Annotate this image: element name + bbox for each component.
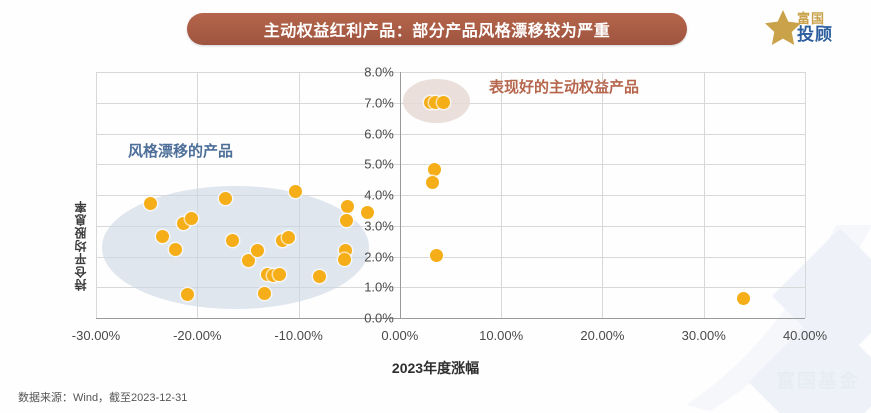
y-axis-tick-label: 6.0% xyxy=(364,126,394,141)
x-axis-tick-label: 40.00% xyxy=(782,328,828,343)
logo-text: 富国 投顾 xyxy=(797,12,833,43)
y-axis-tick-label: 1.0% xyxy=(364,279,394,295)
data-point xyxy=(425,175,439,189)
data-point xyxy=(337,253,351,267)
watermark-brand-text: 富国基金 xyxy=(776,371,861,392)
data-point xyxy=(339,213,353,227)
page-title-text: 主动权益红利产品：部分产品风格漂移较为严重 xyxy=(263,23,611,40)
gridline-horizontal xyxy=(96,287,805,289)
data-point xyxy=(257,286,271,300)
y-axis-title: 持仓平均股息率 xyxy=(74,200,88,291)
x-axis-tick-label: 0.00% xyxy=(381,328,419,343)
x-axis-title: 2023年度涨幅 xyxy=(391,360,480,376)
data-point xyxy=(250,244,264,258)
annotation-good-performers: 表现好的主动权益产品 xyxy=(489,79,640,96)
data-point xyxy=(168,242,182,256)
gridline-vertical xyxy=(501,72,503,318)
star-icon xyxy=(763,7,803,47)
source-note: 数据来源：Wind，截至2023-12-31 xyxy=(18,392,188,404)
y-axis-tick-label: 8.0% xyxy=(364,64,394,80)
y-axis-tick-label: 7.0% xyxy=(364,95,394,111)
gridline-horizontal xyxy=(96,164,805,166)
data-point xyxy=(156,230,170,244)
data-point xyxy=(144,197,158,211)
gridline-horizontal xyxy=(96,72,805,73)
logo-text-line1: 富国 xyxy=(797,10,826,26)
data-point xyxy=(340,200,354,214)
gridline-horizontal xyxy=(96,195,805,196)
logo-text-line2: 投顾 xyxy=(797,24,833,44)
gridline-vertical xyxy=(602,72,604,318)
data-point xyxy=(184,212,198,226)
highlight-region-style-drift xyxy=(102,185,370,309)
data-point xyxy=(289,185,303,199)
data-point xyxy=(219,192,233,206)
data-point xyxy=(736,291,750,305)
gridline-vertical xyxy=(703,72,705,318)
x-axis-line xyxy=(96,318,805,319)
brand-logo: 富国 投顾 xyxy=(763,4,859,50)
data-point xyxy=(427,163,441,177)
page-title: 主动权益红利产品：部分产品风格漂移较为严重 xyxy=(187,13,687,45)
annotation-style-drift: 风格漂移的产品 xyxy=(128,143,234,160)
data-point xyxy=(360,206,374,220)
plot-area xyxy=(96,72,806,319)
data-point xyxy=(281,230,295,244)
y-axis-tick-label: 4.0% xyxy=(364,187,394,203)
x-axis-tick-label: 20.00% xyxy=(580,328,625,343)
y-axis-line xyxy=(399,72,401,318)
y-axis-tick-label: 3.0% xyxy=(364,218,394,234)
x-axis-tick-label: -10.00% xyxy=(274,328,323,343)
x-axis-tick-label: 30.00% xyxy=(681,328,726,343)
gridline-horizontal xyxy=(96,225,805,227)
data-point xyxy=(436,95,450,109)
data-point xyxy=(313,269,327,283)
x-axis-tick-label: -20.00% xyxy=(173,328,222,343)
data-point xyxy=(272,267,286,281)
data-point xyxy=(180,287,194,301)
data-point xyxy=(226,234,240,247)
x-axis-tick-label: 10.00% xyxy=(479,328,524,343)
y-axis-tick-label: 2.0% xyxy=(364,249,394,264)
gridline-vertical xyxy=(96,72,97,318)
data-point xyxy=(242,253,256,267)
y-axis-tick-label: 0.0% xyxy=(364,310,394,326)
gridline-horizontal xyxy=(96,256,805,258)
data-point xyxy=(429,249,443,263)
gridline-horizontal xyxy=(96,133,805,135)
gridline-vertical xyxy=(805,72,806,318)
x-axis-tick-label: -30.00% xyxy=(71,328,121,343)
y-axis-tick-label: 5.0% xyxy=(364,156,394,172)
